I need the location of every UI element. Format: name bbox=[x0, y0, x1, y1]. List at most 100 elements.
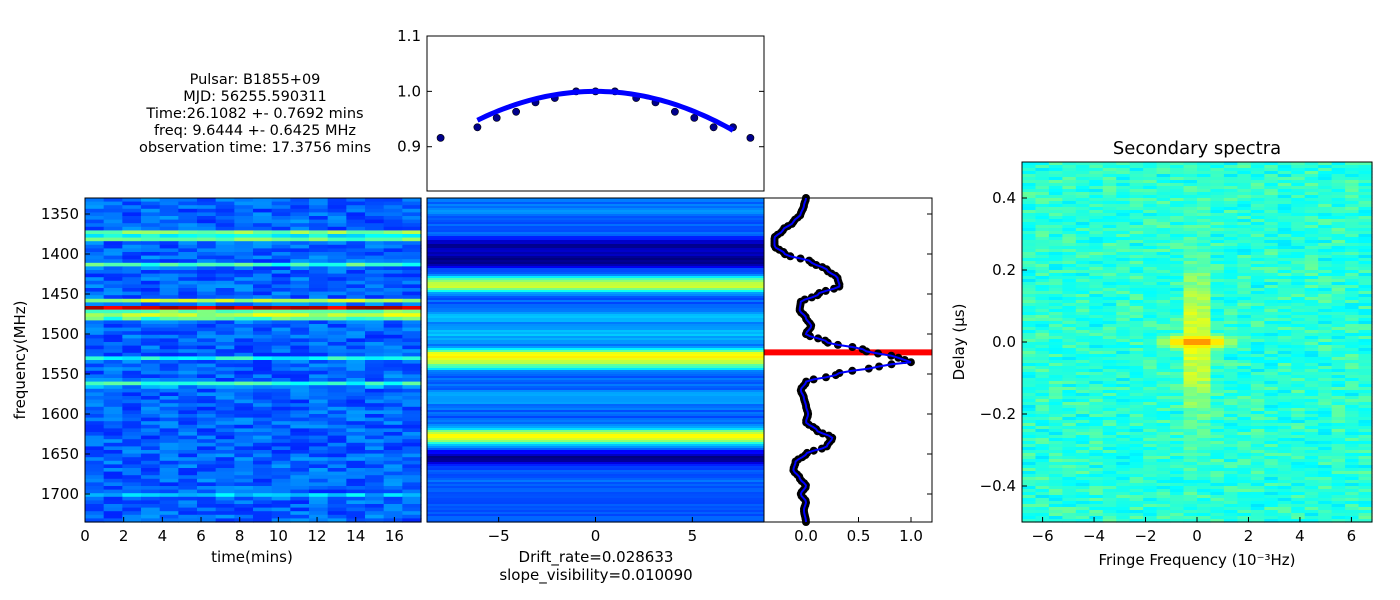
heatmap-cell bbox=[1170, 498, 1185, 502]
heatmap-cell bbox=[141, 370, 161, 375]
heatmap-cell bbox=[1075, 300, 1090, 304]
heatmap-cell bbox=[271, 302, 291, 307]
heatmap-cell bbox=[1035, 366, 1050, 370]
heatmap-cell bbox=[1156, 378, 1171, 382]
heatmap-cell bbox=[1170, 474, 1185, 478]
heatmap-cell bbox=[290, 403, 310, 408]
heatmap-cell bbox=[1331, 471, 1346, 475]
heatmap-cell bbox=[103, 464, 123, 469]
heatmap-cell bbox=[1277, 363, 1292, 367]
heatmap-cell bbox=[103, 313, 123, 318]
heatmap-cell bbox=[1129, 171, 1144, 175]
heatmap-cell bbox=[1318, 342, 1333, 346]
heatmap-cell bbox=[1197, 345, 1212, 349]
heatmap-cell bbox=[215, 504, 235, 509]
heatmap-cell bbox=[159, 266, 179, 271]
heatmap-cell bbox=[1318, 252, 1333, 256]
heatmap-cell bbox=[1291, 450, 1306, 454]
heatmap-cell bbox=[215, 478, 235, 483]
heatmap-cell bbox=[234, 388, 254, 393]
heatmap-cell bbox=[1183, 477, 1198, 481]
heatmap-cell bbox=[1264, 459, 1279, 463]
heatmap-cell bbox=[85, 212, 105, 217]
heatmap-cell bbox=[1223, 234, 1238, 238]
heatmap-cell bbox=[1143, 468, 1158, 472]
heatmap-cell bbox=[1022, 225, 1037, 229]
heatmap-cell bbox=[85, 338, 105, 343]
heatmap-cell bbox=[1223, 162, 1238, 166]
heatmap-cell bbox=[253, 363, 273, 368]
heatmap-cell bbox=[346, 334, 366, 339]
heatmap-cell bbox=[253, 198, 273, 203]
heatmap-cell bbox=[402, 414, 422, 419]
heatmap-cell bbox=[1304, 462, 1319, 466]
heatmap-cell bbox=[1210, 318, 1225, 322]
heatmap-cell bbox=[1331, 252, 1346, 256]
heatmap-cell bbox=[1183, 288, 1198, 292]
heatmap-cell bbox=[1264, 429, 1279, 433]
heatmap-cell bbox=[1116, 366, 1131, 370]
heatmap-cell bbox=[1062, 201, 1077, 205]
heatmap-cell bbox=[178, 356, 198, 361]
heatmap-cell bbox=[253, 486, 273, 491]
heatmap-cell bbox=[85, 244, 105, 249]
heatmap-cell bbox=[1035, 342, 1050, 346]
heatmap-cell bbox=[1197, 198, 1212, 202]
heatmap-cell bbox=[1062, 483, 1077, 487]
heatmap-cell bbox=[1264, 354, 1279, 358]
heatmap-cell bbox=[1143, 456, 1158, 460]
heatmap-cell bbox=[1102, 321, 1117, 325]
heatmap-cell bbox=[1075, 210, 1090, 214]
heatmap-cell bbox=[1075, 432, 1090, 436]
heatmap-cell bbox=[1237, 339, 1252, 343]
heatmap-cell bbox=[1237, 330, 1252, 334]
heatmap-cell bbox=[309, 514, 329, 519]
heatmap-cell bbox=[234, 392, 254, 397]
heatmap-cell bbox=[1089, 447, 1104, 451]
heatmap-cell bbox=[1318, 354, 1333, 358]
dynamic-spectrum-xlabel: time(mins) bbox=[211, 548, 293, 566]
heatmap-row bbox=[427, 274, 764, 277]
heatmap-cell bbox=[1264, 240, 1279, 244]
heatmap-cell bbox=[1291, 324, 1306, 328]
heatmap-row bbox=[427, 358, 764, 361]
heatmap-cell bbox=[402, 500, 422, 505]
heatmap-cell bbox=[1223, 288, 1238, 292]
heatmap-cell bbox=[1156, 237, 1171, 241]
heatmap-cell bbox=[1358, 411, 1373, 415]
heatmap-cell bbox=[1345, 351, 1360, 355]
heatmap-cell bbox=[122, 219, 142, 224]
heatmap-cell bbox=[215, 208, 235, 213]
heatmap-cell bbox=[1183, 483, 1198, 487]
heatmap-cell bbox=[1318, 453, 1333, 457]
heatmap-cell bbox=[1223, 351, 1238, 355]
heatmap-cell bbox=[1062, 231, 1077, 235]
heatmap-cell bbox=[1304, 432, 1319, 436]
heatmap-cell bbox=[1223, 456, 1238, 460]
heatmap-cell bbox=[103, 288, 123, 293]
heatmap-cell bbox=[1170, 300, 1185, 304]
heatmap-cell bbox=[1022, 285, 1037, 289]
heatmap-cell bbox=[1129, 390, 1144, 394]
heatmap-cell bbox=[1331, 204, 1346, 208]
heatmap-cell bbox=[1291, 183, 1306, 187]
heatmap-cell bbox=[1075, 360, 1090, 364]
heatmap-cell bbox=[1210, 426, 1225, 430]
heatmap-cell bbox=[1223, 270, 1238, 274]
heatmap-cell bbox=[1048, 414, 1063, 418]
heatmap-cell bbox=[383, 244, 403, 249]
heatmap-cell bbox=[1223, 282, 1238, 286]
heatmap-cell bbox=[383, 241, 403, 246]
heatmap-cell bbox=[271, 396, 291, 401]
heatmap-cell bbox=[1223, 468, 1238, 472]
heatmap-cell bbox=[1237, 216, 1252, 220]
heatmap-cell bbox=[1345, 219, 1360, 223]
secondary-spectrum-heatmap bbox=[1022, 162, 1373, 523]
heatmap-cell bbox=[402, 352, 422, 357]
heatmap-cell bbox=[1102, 294, 1117, 298]
heatmap-cell bbox=[1264, 189, 1279, 193]
heatmap-cell bbox=[1331, 432, 1346, 436]
heatmap-cell bbox=[1250, 216, 1265, 220]
heatmap-cell bbox=[1143, 276, 1158, 280]
heatmap-cell bbox=[1089, 459, 1104, 463]
